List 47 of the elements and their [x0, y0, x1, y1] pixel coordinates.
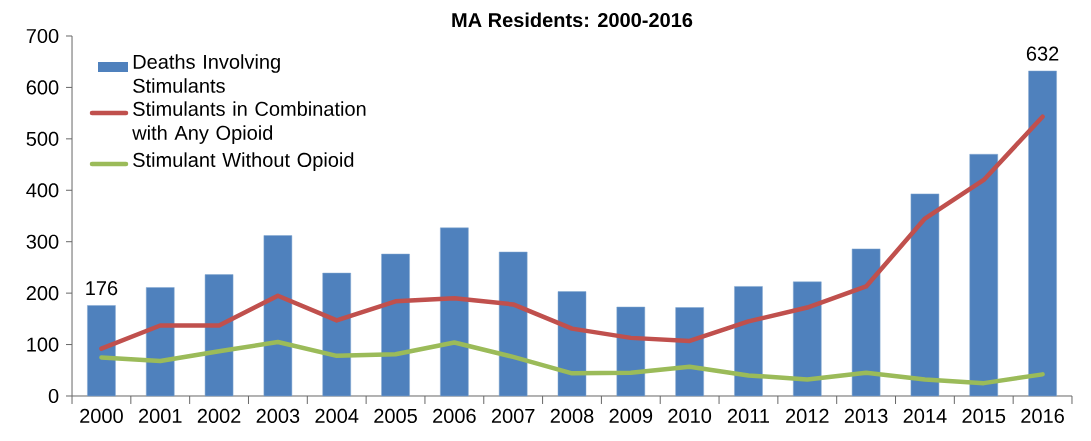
line-series — [99, 339, 1045, 386]
x-tick-label: 2009 — [609, 408, 653, 424]
y-tick-label: 100 — [27, 337, 59, 352]
x-tick-label: 2006 — [433, 408, 476, 424]
bar — [381, 253, 410, 397]
bar — [87, 305, 116, 397]
x-tick-label: 2000 — [80, 408, 123, 424]
x-tick-label: 2012 — [786, 408, 829, 424]
bar — [146, 287, 175, 397]
x-tick-label: 2007 — [491, 408, 535, 424]
x-tick-label: 2003 — [256, 408, 300, 424]
legend-label: Deaths Involving Stimulants — [133, 54, 280, 93]
y-tick-label: 0 — [48, 388, 59, 404]
bar — [793, 281, 822, 397]
x-tick-label: 2013 — [844, 408, 888, 424]
bar — [734, 286, 763, 397]
x-tick-label: 2010 — [668, 408, 712, 424]
bar — [851, 248, 881, 397]
y-tick-label: 500 — [26, 131, 59, 146]
y-tick-label: 300 — [26, 234, 59, 249]
y-tick-label: 400 — [26, 183, 59, 198]
bar — [204, 274, 234, 397]
bar — [440, 227, 469, 397]
x-tick-label: 2001 — [139, 408, 182, 424]
x-tick-label: 2014 — [903, 408, 947, 424]
data-label: 632 — [1026, 46, 1059, 61]
x-tick-label: 2011 — [727, 408, 769, 424]
bar — [322, 272, 351, 397]
x-tick-label: 2005 — [374, 408, 417, 424]
data-label: 176 — [86, 281, 118, 296]
x-tick-label: 2004 — [315, 408, 359, 424]
bar — [969, 154, 998, 397]
x-tick-label: 2015 — [962, 408, 1006, 424]
legend-label: Stimulant Without Opioid — [133, 152, 354, 171]
bar — [263, 235, 293, 397]
bar — [557, 291, 587, 397]
chart-title: MA Residents: 2000-2016 — [452, 12, 693, 28]
bar — [498, 251, 528, 397]
legend-label: Stimulants in Combination with Any Opioid — [132, 101, 366, 144]
y-tick-label: 200 — [26, 286, 59, 301]
x-tick-label: 2002 — [197, 408, 241, 424]
bar — [910, 193, 940, 397]
y-tick-label: 600 — [26, 80, 59, 95]
y-tick-label: 700 — [26, 28, 59, 44]
bar — [1028, 70, 1057, 397]
x-tick-label: 2008 — [550, 408, 594, 424]
x-tick-label: 2016 — [1021, 408, 1064, 424]
